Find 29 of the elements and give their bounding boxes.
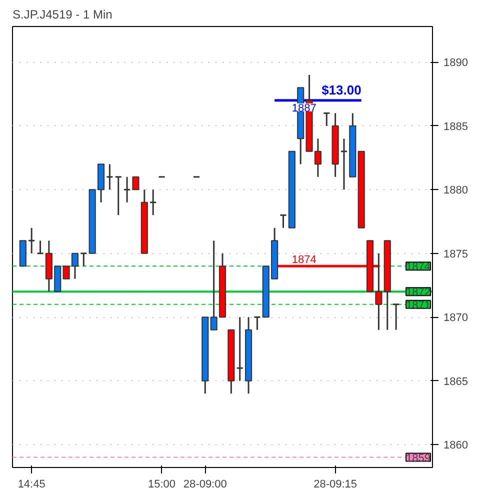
- x-tick-label: 14:45: [18, 478, 46, 490]
- x-tick-label: 15:00: [148, 478, 176, 490]
- candlestick: [340, 138, 348, 190]
- candlestick: [36, 240, 44, 254]
- candlestick: [322, 112, 330, 127]
- x-tick-label: 28-09:00: [183, 478, 227, 490]
- series-label: $13.00: [322, 82, 362, 98]
- candlestick: [114, 176, 122, 216]
- candlestick: [123, 176, 131, 204]
- candlestick: [279, 214, 288, 229]
- candlestick: [80, 252, 88, 267]
- candlestick: [106, 163, 114, 190]
- candlestick: [149, 188, 157, 216]
- candlestick: [132, 176, 140, 190]
- candlestick: [236, 316, 244, 382]
- y-tick-label: 1880: [444, 184, 468, 197]
- candlestick: [28, 227, 36, 254]
- annotation: 1874: [292, 254, 316, 266]
- chart-title: S.JP.J4519 - 1 Min: [12, 8, 112, 22]
- candlestick: [253, 316, 261, 331]
- y-tick-label: 1860: [444, 440, 468, 452]
- y-tick-label: 1885: [444, 120, 468, 133]
- candlestick: [392, 304, 400, 331]
- y-tick-label: 1875: [444, 248, 468, 260]
- annotation: 1887: [292, 102, 316, 114]
- x-tick-label: 28-09:15: [314, 478, 358, 490]
- y-tick-label: 1890: [444, 57, 468, 70]
- y-tick-label: 1870: [444, 312, 468, 324]
- y-tick-label: 1865: [444, 376, 468, 388]
